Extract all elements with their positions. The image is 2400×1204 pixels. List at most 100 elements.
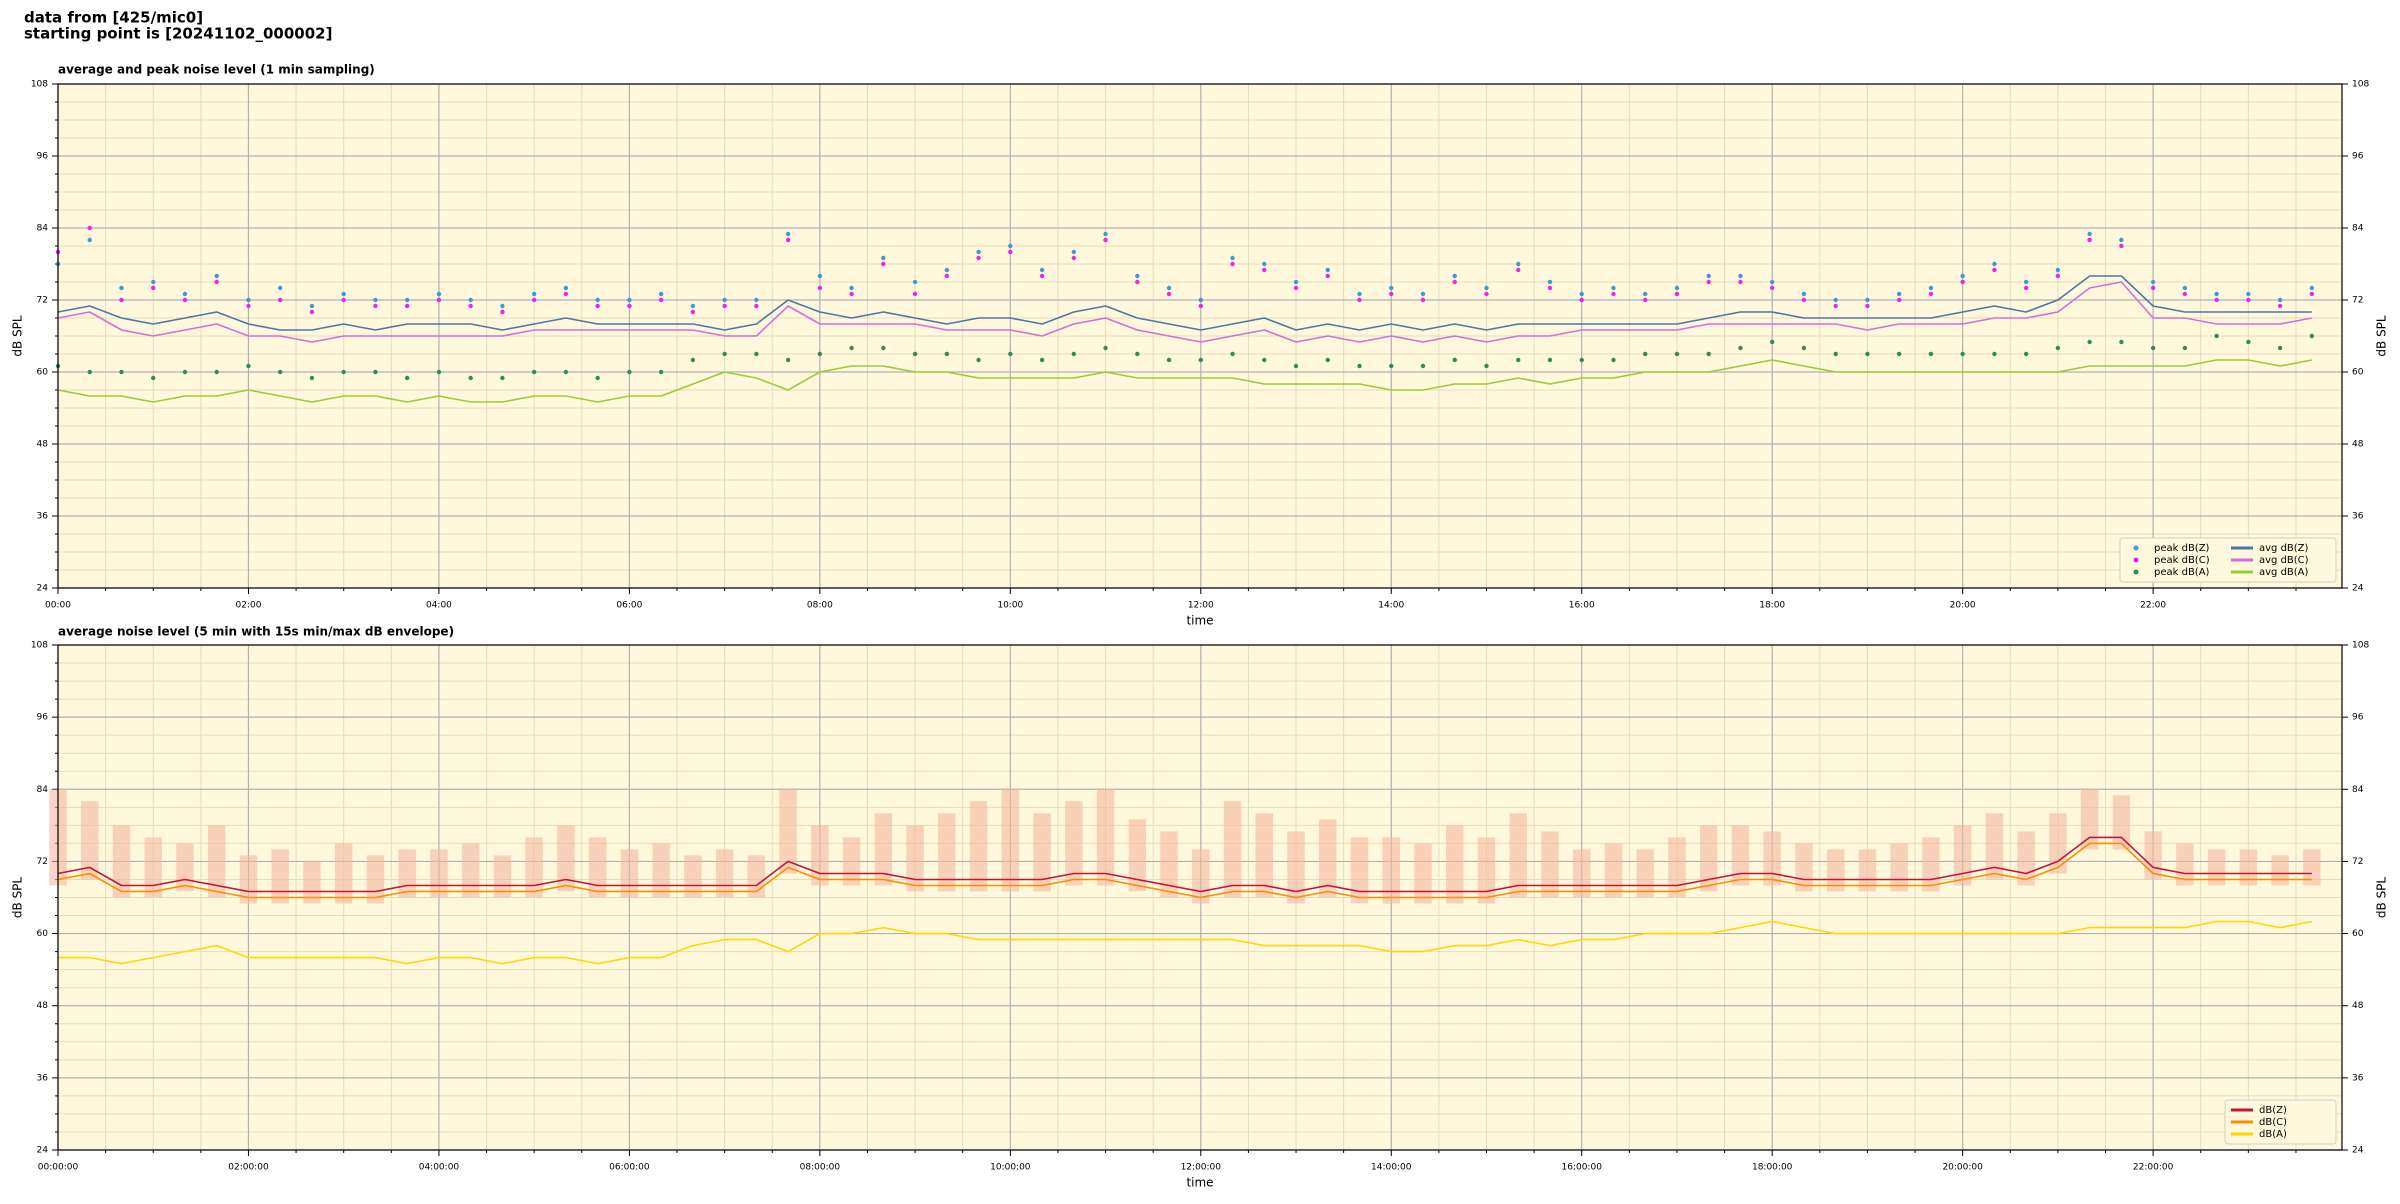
scatter-point <box>2309 285 2315 291</box>
scatter-point <box>531 297 537 303</box>
series-line <box>57 842 2312 899</box>
scatter-point <box>1008 249 1013 255</box>
envelope-bar <box>715 849 734 898</box>
x-tick-label: 18:00 <box>1759 601 1785 611</box>
y-tick-label: 108 <box>31 80 48 90</box>
legend: dB(Z)dB(C)dB(A) <box>2224 1099 2337 1145</box>
series-line <box>57 281 2312 343</box>
scatter-point <box>2214 291 2219 297</box>
legend-label: dB(Z) <box>2259 1105 2287 1116</box>
scatter-point <box>2150 279 2156 285</box>
x-tick-label: 08:00 <box>807 601 833 611</box>
legend-marker <box>2133 569 2139 575</box>
scatter-point <box>690 357 696 363</box>
scatter-point <box>1516 261 1521 267</box>
scatter-point <box>1008 243 1013 249</box>
scatter-point <box>881 345 886 351</box>
y2-tick-label: 60 <box>2352 368 2364 378</box>
scatter-point <box>1769 339 1775 345</box>
scatter-point <box>309 375 315 381</box>
scatter-point <box>1833 303 1838 309</box>
legend-label: dB(C) <box>2259 1117 2287 1128</box>
scatter-point <box>690 309 696 315</box>
scatter-point <box>404 297 410 303</box>
x-tick-label: 04:00:00 <box>419 1163 460 1173</box>
scatter-point <box>1928 291 1934 297</box>
scatter-point <box>1166 291 1172 297</box>
scatter-point <box>1420 291 1426 297</box>
scatter-point <box>1896 291 1902 297</box>
scatter-point <box>2309 291 2315 297</box>
scatter-point <box>754 303 759 309</box>
y-tick-label: 36 <box>37 1073 49 1083</box>
scatter-point <box>1325 357 1330 363</box>
scatter-point <box>2150 345 2156 351</box>
scatter-point <box>1452 273 1457 279</box>
scatter-point <box>1135 351 1140 357</box>
scatter-point <box>912 279 918 285</box>
y2-axis-label: dB SPL <box>2375 877 2389 919</box>
envelope-bar <box>906 825 924 892</box>
scatter-point <box>1928 351 1934 357</box>
scatter-point <box>468 303 473 309</box>
scatter-point <box>627 297 632 303</box>
scatter-point <box>1262 357 1267 363</box>
scatter-point <box>2246 339 2251 345</box>
envelope-bar <box>1953 825 1972 886</box>
x-tick-label: 14:00 <box>1378 601 1404 611</box>
scatter-point <box>1103 231 1108 237</box>
scatter-point <box>373 303 378 309</box>
scatter-point <box>722 297 727 303</box>
x-tick-label: 16:00 <box>1569 601 1595 611</box>
scatter-point <box>881 255 886 261</box>
scatter-point <box>119 285 124 291</box>
envelope-bar <box>874 813 893 886</box>
y-tick-label: 24 <box>37 1146 49 1156</box>
series-line <box>57 359 2312 403</box>
scatter-point <box>1960 351 1965 357</box>
envelope-bar <box>1446 825 1464 904</box>
envelope-bar <box>1826 849 1845 892</box>
envelope-bar <box>1096 789 1115 886</box>
chart-title: average and peak noise level (1 min samp… <box>58 63 375 77</box>
scatter-point <box>976 357 981 363</box>
scatter-point <box>944 351 950 357</box>
envelope-bar <box>811 825 829 886</box>
scatter-point <box>1039 357 1045 363</box>
scatter-point <box>1230 351 1235 357</box>
y-tick-label: 72 <box>37 857 48 867</box>
envelope-bar <box>1985 813 2004 880</box>
scatter-point <box>627 303 632 309</box>
scatter-point <box>500 309 505 315</box>
scatter-point <box>531 291 537 297</box>
scatter-point <box>182 369 188 375</box>
envelope-bar <box>1731 825 1750 886</box>
scatter-point <box>785 357 791 363</box>
chart-title: average noise level (5 min with 15s min/… <box>58 625 454 639</box>
scatter-point <box>1293 363 1299 369</box>
scatter-point <box>468 297 473 303</box>
y2-tick-label: 36 <box>2352 1073 2364 1083</box>
scatter-point <box>1325 273 1330 279</box>
scatter-point <box>1389 363 1394 369</box>
scatter-point <box>944 267 950 273</box>
scatter-point <box>1103 345 1108 351</box>
legend-label: peak dB(A) <box>2154 567 2210 578</box>
scatter-point <box>1896 297 1902 303</box>
scatter-point <box>309 309 315 315</box>
scatter-point <box>785 231 791 237</box>
series-line <box>58 920 2312 965</box>
envelope-bar <box>2112 795 2131 850</box>
scatter-point <box>1738 345 1743 351</box>
envelope-bar <box>1160 831 1178 898</box>
scatter-point <box>1198 297 1203 303</box>
scatter-point <box>1579 291 1584 297</box>
scatter-point <box>1516 357 1521 363</box>
scatter-point <box>1103 237 1108 243</box>
scatter-point <box>722 351 727 357</box>
envelope-bar <box>1255 813 1274 898</box>
header-source: data from [425/mic0] <box>24 9 203 27</box>
x-tick-label: 20:00:00 <box>1942 1163 1983 1173</box>
envelope-bar <box>1001 789 1020 892</box>
